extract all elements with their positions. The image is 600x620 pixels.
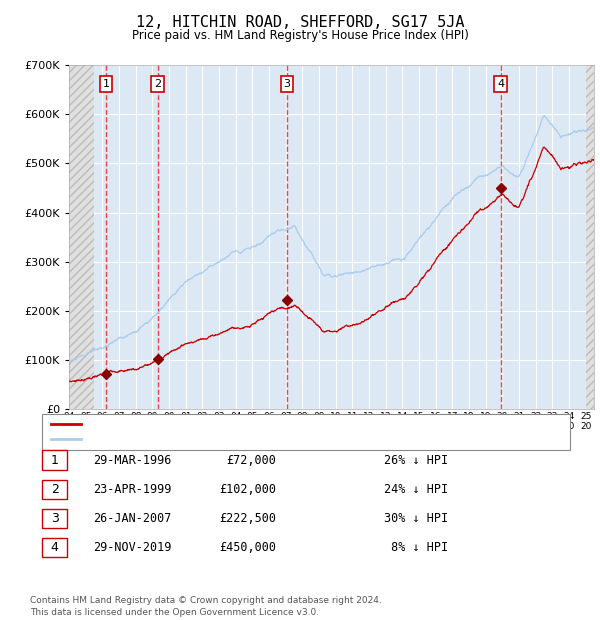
Text: 2: 2 [154, 79, 161, 89]
Text: £222,500: £222,500 [219, 512, 276, 525]
Text: Price paid vs. HM Land Registry's House Price Index (HPI): Price paid vs. HM Land Registry's House … [131, 30, 469, 42]
Text: 26-JAN-2007: 26-JAN-2007 [93, 512, 172, 525]
Text: £450,000: £450,000 [219, 541, 276, 554]
Text: 3: 3 [283, 79, 290, 89]
Text: 1: 1 [103, 79, 110, 89]
Text: 26% ↓ HPI: 26% ↓ HPI [384, 454, 448, 466]
Text: 12, HITCHIN ROAD, SHEFFORD, SG17 5JA (detached house): 12, HITCHIN ROAD, SHEFFORD, SG17 5JA (de… [87, 418, 395, 428]
Text: 12, HITCHIN ROAD, SHEFFORD, SG17 5JA: 12, HITCHIN ROAD, SHEFFORD, SG17 5JA [136, 16, 464, 30]
Text: 23-APR-1999: 23-APR-1999 [93, 483, 172, 495]
Text: 4: 4 [497, 79, 505, 89]
Text: 4: 4 [50, 541, 59, 554]
Text: £72,000: £72,000 [226, 454, 276, 466]
Bar [586, 65, 594, 409]
Text: 24% ↓ HPI: 24% ↓ HPI [384, 483, 448, 495]
Text: 2: 2 [50, 483, 59, 495]
Text: 3: 3 [50, 512, 59, 525]
Text: 30% ↓ HPI: 30% ↓ HPI [384, 512, 448, 525]
Text: HPI: Average price, detached house, Central Bedfordshire: HPI: Average price, detached house, Cent… [87, 435, 388, 445]
Bar [69, 65, 94, 409]
Text: 8% ↓ HPI: 8% ↓ HPI [384, 541, 448, 554]
Text: Contains HM Land Registry data © Crown copyright and database right 2024.
This d: Contains HM Land Registry data © Crown c… [30, 596, 382, 617]
Text: 1: 1 [50, 454, 59, 466]
Text: 29-MAR-1996: 29-MAR-1996 [93, 454, 172, 466]
Text: 29-NOV-2019: 29-NOV-2019 [93, 541, 172, 554]
Text: £102,000: £102,000 [219, 483, 276, 495]
